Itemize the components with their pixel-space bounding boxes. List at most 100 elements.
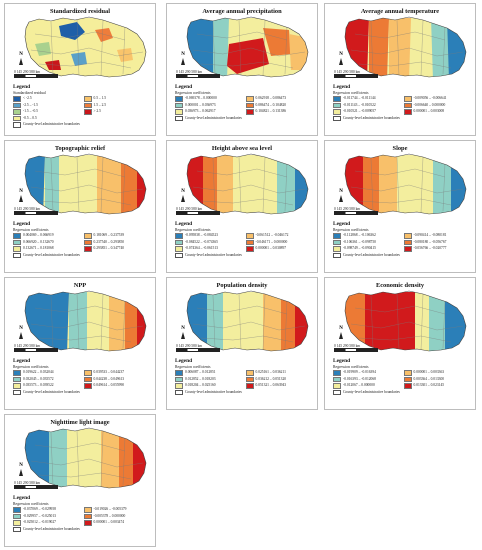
legend-item: -0.011744 – -0.011144 [333,96,401,102]
legend-label: -0.106361 – -0.098750 [343,239,376,244]
legend-county-item: County-level administrative boundaries [175,252,313,258]
legend-item: 0.000001 – 0.003363 [403,370,472,376]
legend-swatch [83,109,92,115]
legend-swatch [403,383,412,389]
legend-label: 0.003364 – 0.013300 [413,376,445,381]
legend-swatch [13,526,21,532]
legend-label: -0.037069 – -0.029958 [23,507,56,512]
legend-label: -0.069378 – 0.000000 [185,96,217,101]
legend-label: 0.066920 – 0.132670 [23,239,54,244]
legend-label: -0.019909 – -0.016394 [343,370,376,375]
legend-label: 0.039533 – 0.044237 [93,370,125,375]
scale-label: 0 145 290 580 km [14,70,41,74]
scale-bar: 0 145 290 580 km [176,70,220,78]
plateau-outline [344,290,467,352]
north-label: N [19,463,23,468]
legend-subtitle: Regression coefficients [175,228,211,232]
county-boundary [100,19,104,77]
legend-swatch [13,233,21,239]
legend-item: 0.237540 – 0.293850 [83,239,152,245]
legend-item: 0.086474 – 0.104820 [245,102,314,108]
legend-item: -0.061512 – -0.046172 [245,233,314,239]
legend-swatch [333,102,341,108]
map-region [101,429,119,488]
legend-label: 0.032045 – 0.035572 [23,376,54,381]
north-arrow-icon: N [176,52,190,65]
legend-label: 0.019622 – 0.032044 [23,370,54,375]
legend-label: 0.013301 – 0.023145 [413,383,445,388]
legend-swatch [83,233,92,239]
legend-item: 0.044238 – 0.049613 [83,376,152,382]
plateau-map [344,153,467,215]
legend-label: 0.051321 – 0.063943 [255,383,287,388]
legend-item: -0.011143 – -0.010522 [333,102,401,108]
scale-label: 0 145 290 580 km [176,207,203,211]
legend-swatch [13,102,21,108]
panel-title: NPP [73,282,87,289]
legend: Legend Regression coefficients -0.019909 –… [333,358,471,395]
county-boundary [370,21,374,75]
legend-item: -0.006640 – 0.000000 [403,102,472,108]
scale-bar: 0 145 290 580 km [14,481,58,489]
map-region [217,155,233,214]
legend-label: 1.5 – 2.5 [93,102,107,107]
legend-swatch [13,389,21,395]
legend-swatch [333,233,341,239]
county-boundary [284,162,288,212]
legend-swatch [13,376,21,382]
legend-title: Legend [13,221,31,227]
county-boundary [262,293,266,351]
county-boundary [354,31,446,41]
legend-swatch [333,96,341,102]
north-label: N [19,326,23,331]
legend-title: Legend [333,221,351,227]
legend-label: -0.098749 – -0.090415 [343,246,376,251]
legend-label: 0.086474 – 0.104820 [255,102,287,107]
legend-swatch [13,115,21,121]
legend-label: 0.044238 – 0.049613 [93,376,125,381]
plateau-map [24,427,147,489]
map-panel-10: Nighttime light image N 0 145 290 580 km Le… [4,414,156,547]
legend-label: < -2.5 [23,96,32,101]
county-boundary [100,430,104,488]
map-region [379,155,397,214]
legend-item: 0.003364 – 0.013300 [403,376,472,382]
legend-item: -0.010521 – -0.009057 [333,109,401,115]
legend-swatch [245,239,254,245]
legend-swatch [13,513,21,519]
legend-label: -0.006640 – 0.000000 [413,102,446,107]
north-label: N [181,189,185,194]
legend-item: 0.025161 – 0.036211 [245,370,314,376]
county-boundary [122,25,126,75]
legend-swatch [403,239,412,245]
legend-label: County-level administrative boundaries [185,389,242,394]
county-boundary [192,47,306,57]
legend-label: 0.5 – 1.5 [93,96,107,101]
map-panel-1: Standardized residual N 0 145 290 580 km Le… [4,3,156,136]
legend-swatch [245,383,254,389]
legend-swatch [333,109,341,115]
county-boundary [358,335,452,343]
map-region [95,28,113,42]
legend-item: -0.080180 – -0.056767 [403,239,472,245]
north-arrow-icon: N [176,326,190,339]
legend-subtitle: Regression coefficients [333,365,369,369]
scale-label: 0 145 290 580 km [334,344,361,348]
legend-item: 0.036212 – 0.051320 [245,376,314,382]
map-panel-3: Average annual temperature N 0 145 290 580… [324,3,476,136]
county-boundary [284,299,288,349]
legend-subtitle: Regression coefficients [13,228,49,232]
legend-label: County-level administrative boundaries [343,115,400,120]
panel-title: Average annual temperature [360,8,440,15]
county-boundary [122,436,126,486]
map-region [117,48,133,62]
map-region [137,292,146,351]
county-boundary [370,295,374,349]
legend-item: 0.049614 – 0.055990 [83,383,152,389]
legend-item: -0.019909 – -0.016394 [333,370,401,376]
county-boundary [284,25,288,75]
county-boundary [122,162,126,212]
legend-swatch [403,246,412,252]
panel-title: Population density [216,282,268,289]
legend-item: -0.046171 – 0.000000 [245,239,314,245]
